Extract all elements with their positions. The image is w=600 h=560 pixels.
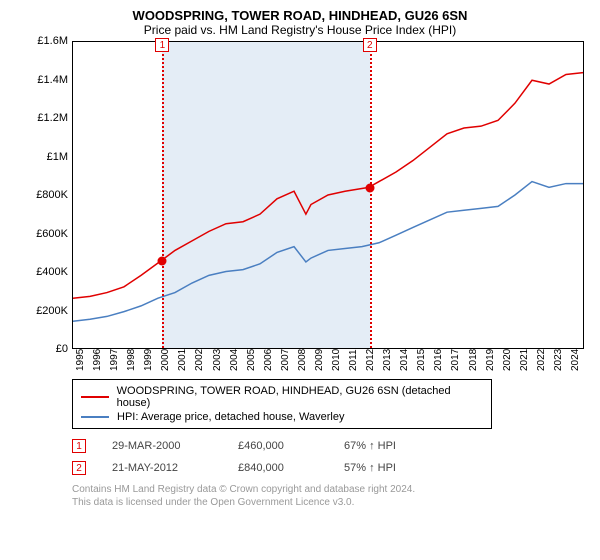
footer-line1: Contains HM Land Registry data © Crown c… [72,483,584,496]
footer-line2: This data is licensed under the Open Gov… [72,496,584,509]
data-series-line [73,182,583,322]
event-marker-dot [365,184,374,193]
line-chart-svg [73,42,583,348]
chart-subtitle: Price paid vs. HM Land Registry's House … [16,23,584,37]
event-date: 29-MAR-2000 [112,440,212,452]
event-note: 57% ↑ HPI [344,462,396,474]
y-axis-label: £200K [28,305,68,317]
event-table: 1 29-MAR-2000 £460,000 67% ↑ HPI 2 21-MAY-201… [72,435,584,479]
legend-swatch [81,416,109,418]
event-note: 67% ↑ HPI [344,440,396,452]
event-row: 2 21-MAY-2012 £840,000 57% ↑ HPI [72,457,584,479]
y-axis-label: £400K [28,266,68,278]
event-badge: 2 [72,461,86,475]
legend-item: HPI: Average price, detached house, Wave… [81,410,483,424]
plot-inner: 12 [72,41,584,349]
footer-attribution: Contains HM Land Registry data © Crown c… [72,483,584,509]
legend: WOODSPRING, TOWER ROAD, HINDHEAD, GU26 6… [72,379,492,429]
event-date: 21-MAY-2012 [112,462,212,474]
y-axis-label: £1M [28,151,68,163]
legend-label: WOODSPRING, TOWER ROAD, HINDHEAD, GU26 6… [117,385,483,409]
event-marker-line [162,42,164,348]
event-marker-badge: 2 [363,38,377,52]
y-axis-label: £600K [28,228,68,240]
event-marker-line [370,42,372,348]
data-series-line [73,73,583,299]
event-marker-dot [158,257,167,266]
legend-label: HPI: Average price, detached house, Wave… [117,411,344,423]
chart-panel: WOODSPRING, TOWER ROAD, HINDHEAD, GU26 6… [0,0,600,509]
y-axis-label: £1.4M [28,74,68,86]
event-price: £460,000 [238,440,318,452]
event-badge: 1 [72,439,86,453]
y-axis-label: £0 [28,343,68,355]
event-marker-badge: 1 [155,38,169,52]
y-axis-label: £800K [28,189,68,201]
y-axis-label: £1.6M [28,35,68,47]
legend-item: WOODSPRING, TOWER ROAD, HINDHEAD, GU26 6… [81,384,483,410]
legend-swatch [81,396,109,398]
chart-title: WOODSPRING, TOWER ROAD, HINDHEAD, GU26 6… [16,8,584,23]
event-price: £840,000 [238,462,318,474]
y-axis-label: £1.2M [28,112,68,124]
event-row: 1 29-MAR-2000 £460,000 67% ↑ HPI [72,435,584,457]
plot-area: £0£200K£400K£600K£800K£1M£1.2M£1.4M£1.6M… [28,41,584,371]
